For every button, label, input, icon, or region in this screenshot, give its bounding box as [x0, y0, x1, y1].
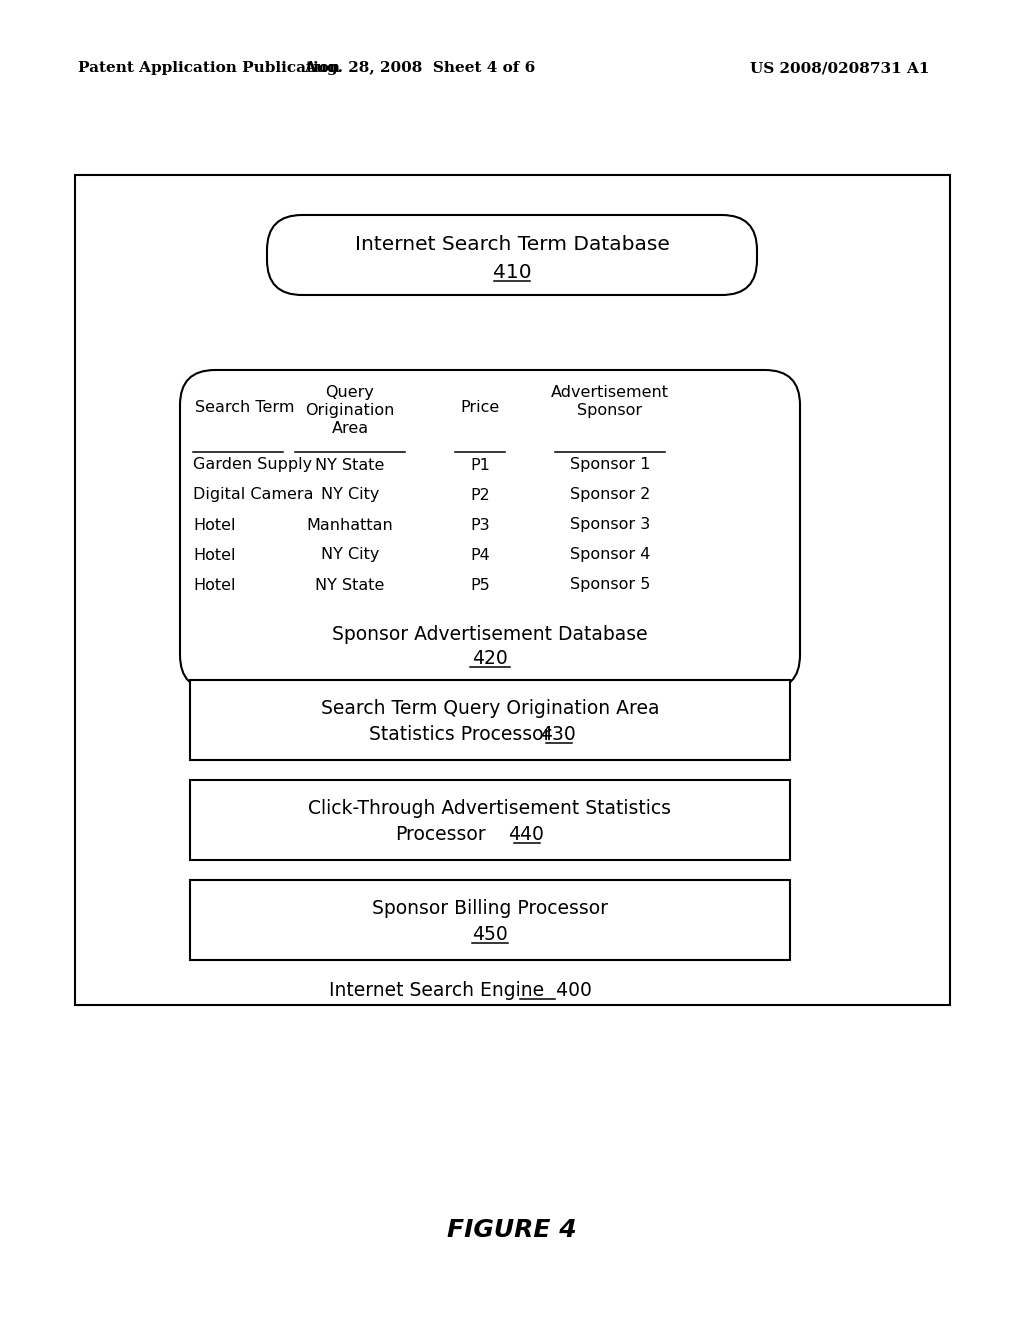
Text: Digital Camera: Digital Camera [193, 487, 313, 503]
Text: P5: P5 [470, 578, 489, 593]
Bar [75, 176, 950, 1005]
Text: US 2008/0208731 A1: US 2008/0208731 A1 [751, 61, 930, 75]
Text: Hotel: Hotel [193, 517, 236, 532]
Text: Area: Area [332, 421, 369, 436]
Text: NY State: NY State [315, 458, 385, 473]
Text: Sponsor Billing Processor: Sponsor Billing Processor [372, 899, 608, 917]
Bar [190, 780, 790, 861]
Text: Sponsor 3: Sponsor 3 [570, 517, 650, 532]
Text: Query: Query [326, 385, 375, 400]
Text: Sponsor 5: Sponsor 5 [569, 578, 650, 593]
Text: Sponsor 1: Sponsor 1 [569, 458, 650, 473]
Text: Sponsor 2: Sponsor 2 [569, 487, 650, 503]
FancyBboxPatch shape [180, 370, 800, 690]
Bar [190, 880, 790, 960]
Bar [190, 680, 790, 760]
Text: 420: 420 [472, 648, 508, 668]
Text: Internet Search Term Database: Internet Search Term Database [354, 235, 670, 255]
Text: NY City: NY City [321, 548, 379, 562]
Text: Search Term Query Origination Area: Search Term Query Origination Area [321, 698, 659, 718]
Text: Price: Price [461, 400, 500, 414]
Text: NY State: NY State [315, 578, 385, 593]
Text: Aug. 28, 2008  Sheet 4 of 6: Aug. 28, 2008 Sheet 4 of 6 [304, 61, 536, 75]
Text: P4: P4 [470, 548, 489, 562]
Text: Hotel: Hotel [193, 548, 236, 562]
Text: Click-Through Advertisement Statistics: Click-Through Advertisement Statistics [308, 799, 672, 817]
Text: Hotel: Hotel [193, 578, 236, 593]
Text: NY City: NY City [321, 487, 379, 503]
Text: Processor: Processor [394, 825, 485, 845]
Text: P2: P2 [470, 487, 489, 503]
Text: 430: 430 [540, 726, 575, 744]
Text: Sponsor Advertisement Database: Sponsor Advertisement Database [332, 624, 648, 644]
Text: P1: P1 [470, 458, 489, 473]
Text: 440: 440 [508, 825, 544, 845]
Text: Search Term: Search Term [195, 400, 295, 414]
Text: Sponsor 4: Sponsor 4 [569, 548, 650, 562]
Text: 450: 450 [472, 925, 508, 945]
Text: Garden Supply: Garden Supply [193, 458, 312, 473]
Text: Statistics Processor: Statistics Processor [369, 726, 551, 744]
Text: FIGURE 4: FIGURE 4 [447, 1218, 577, 1242]
Text: Advertisement: Advertisement [551, 385, 669, 400]
Text: Patent Application Publication: Patent Application Publication [78, 61, 340, 75]
Text: Origination: Origination [305, 403, 394, 418]
Text: P3: P3 [470, 517, 489, 532]
Text: 410: 410 [493, 264, 531, 282]
FancyBboxPatch shape [267, 215, 757, 294]
Text: Sponsor: Sponsor [578, 403, 643, 418]
Text: Internet Search Engine  400: Internet Search Engine 400 [329, 981, 592, 999]
Text: Manhattan: Manhattan [306, 517, 393, 532]
